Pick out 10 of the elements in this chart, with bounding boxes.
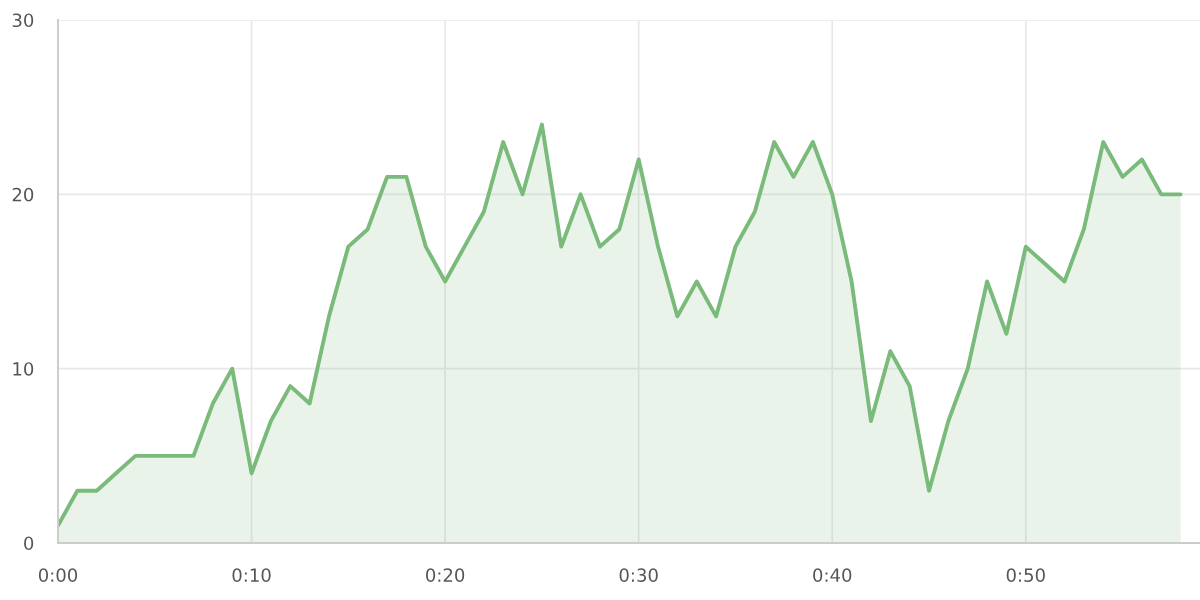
x-tick-label: 0:20: [426, 568, 465, 582]
x-tick-label: 0:40: [813, 568, 852, 582]
x-tick-label: 0:50: [1006, 568, 1045, 582]
x-tick-label: 0:30: [619, 568, 658, 582]
y-tick-label: 0: [24, 536, 34, 551]
x-tick-label: 0:10: [232, 568, 271, 582]
y-tick-label: 30: [12, 13, 34, 28]
x-tick-label: 0:00: [38, 568, 78, 582]
y-tick-label: 20: [12, 187, 34, 202]
y-tick-label: 10: [13, 362, 34, 376]
